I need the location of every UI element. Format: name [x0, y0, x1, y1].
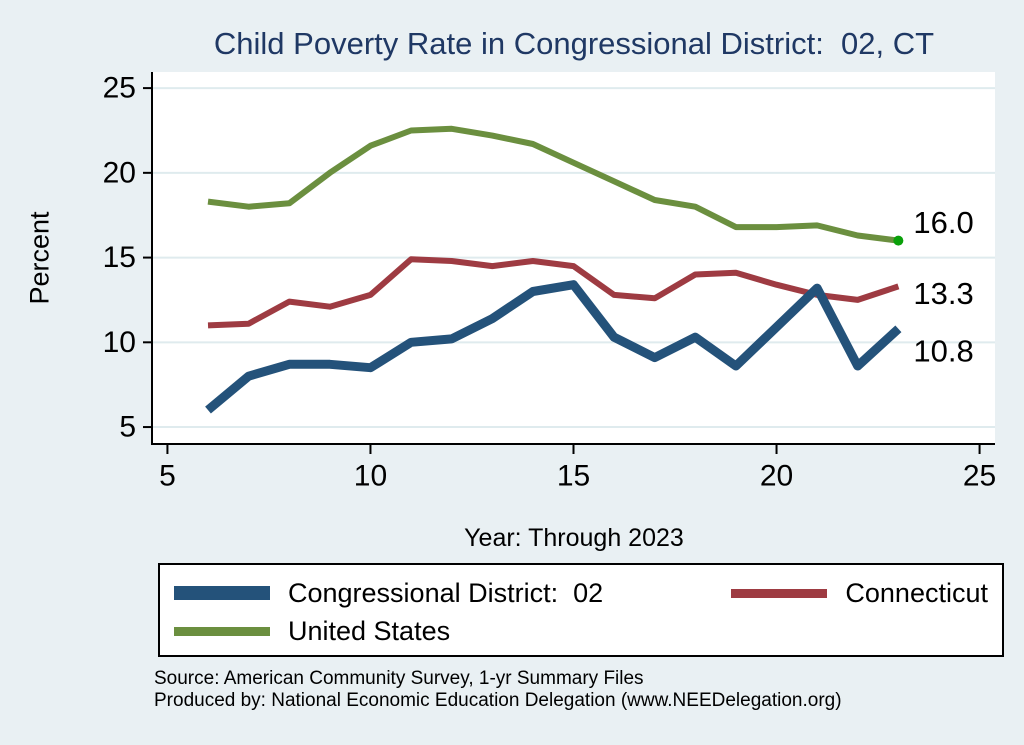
y-axis-title: Percent [24, 211, 55, 305]
x-axis-title: Year: Through 2023 [464, 524, 684, 552]
legend-item-united-states: United States [174, 616, 450, 647]
x-tick-label-5: 5 [159, 460, 176, 493]
produced-by-line: Produced by: National Economic Education… [154, 690, 842, 711]
legend-item-connecticut: Connecticut [731, 578, 988, 609]
y-tick-label-20: 20 [103, 156, 136, 189]
series-end-label-connecticut: 13.3 [913, 276, 973, 311]
x-tick-label-10: 10 [354, 460, 387, 493]
legend-swatch-district02 [174, 586, 270, 600]
y-tick-label-10: 10 [103, 326, 136, 359]
source-line: Source: American Community Survey, 1-yr … [154, 668, 644, 689]
legend-row-1: Congressional District: 02 Connecticut [174, 574, 988, 612]
x-tick-label-20: 20 [760, 460, 793, 493]
line-chart-canvas: 5 10 15 20 25 5 10 15 20 25 16.0 13.3 10.8 [103, 72, 997, 493]
series-line-connecticut [207, 256, 900, 329]
legend-swatch-connecticut [731, 588, 828, 598]
y-tick-label-5: 5 [119, 411, 136, 444]
series-line-united-states [207, 125, 899, 244]
series-end-label-united-states: 16.0 [913, 205, 973, 240]
legend-row-2: United States [174, 612, 988, 650]
y-tick-label-25: 25 [103, 72, 136, 105]
x-tick-label-15: 15 [557, 460, 590, 493]
chart-title: Child Poverty Rate in Congressional Dist… [213, 26, 935, 61]
legend-swatch-united-states [174, 626, 270, 636]
x-tick-label-25: 25 [963, 460, 996, 493]
series-end-label-congressional-district-02: 10.8 [913, 333, 973, 368]
source-block: Source: American Community Survey, 1-yr … [154, 668, 1014, 712]
legend-label-district02: Congressional District: 02 [288, 577, 604, 608]
legend-item-district02: Congressional District: 02 [174, 578, 603, 609]
legend-box: Congressional District: 02 Connecticut U… [158, 563, 1004, 657]
series-line-congressional-district-02 [205, 280, 902, 414]
series-end-dot-united-states [893, 235, 904, 246]
y-tick-label-15: 15 [103, 241, 136, 274]
legend-label-connecticut: Connecticut [845, 577, 988, 608]
legend-label-united-states: United States [288, 615, 451, 646]
